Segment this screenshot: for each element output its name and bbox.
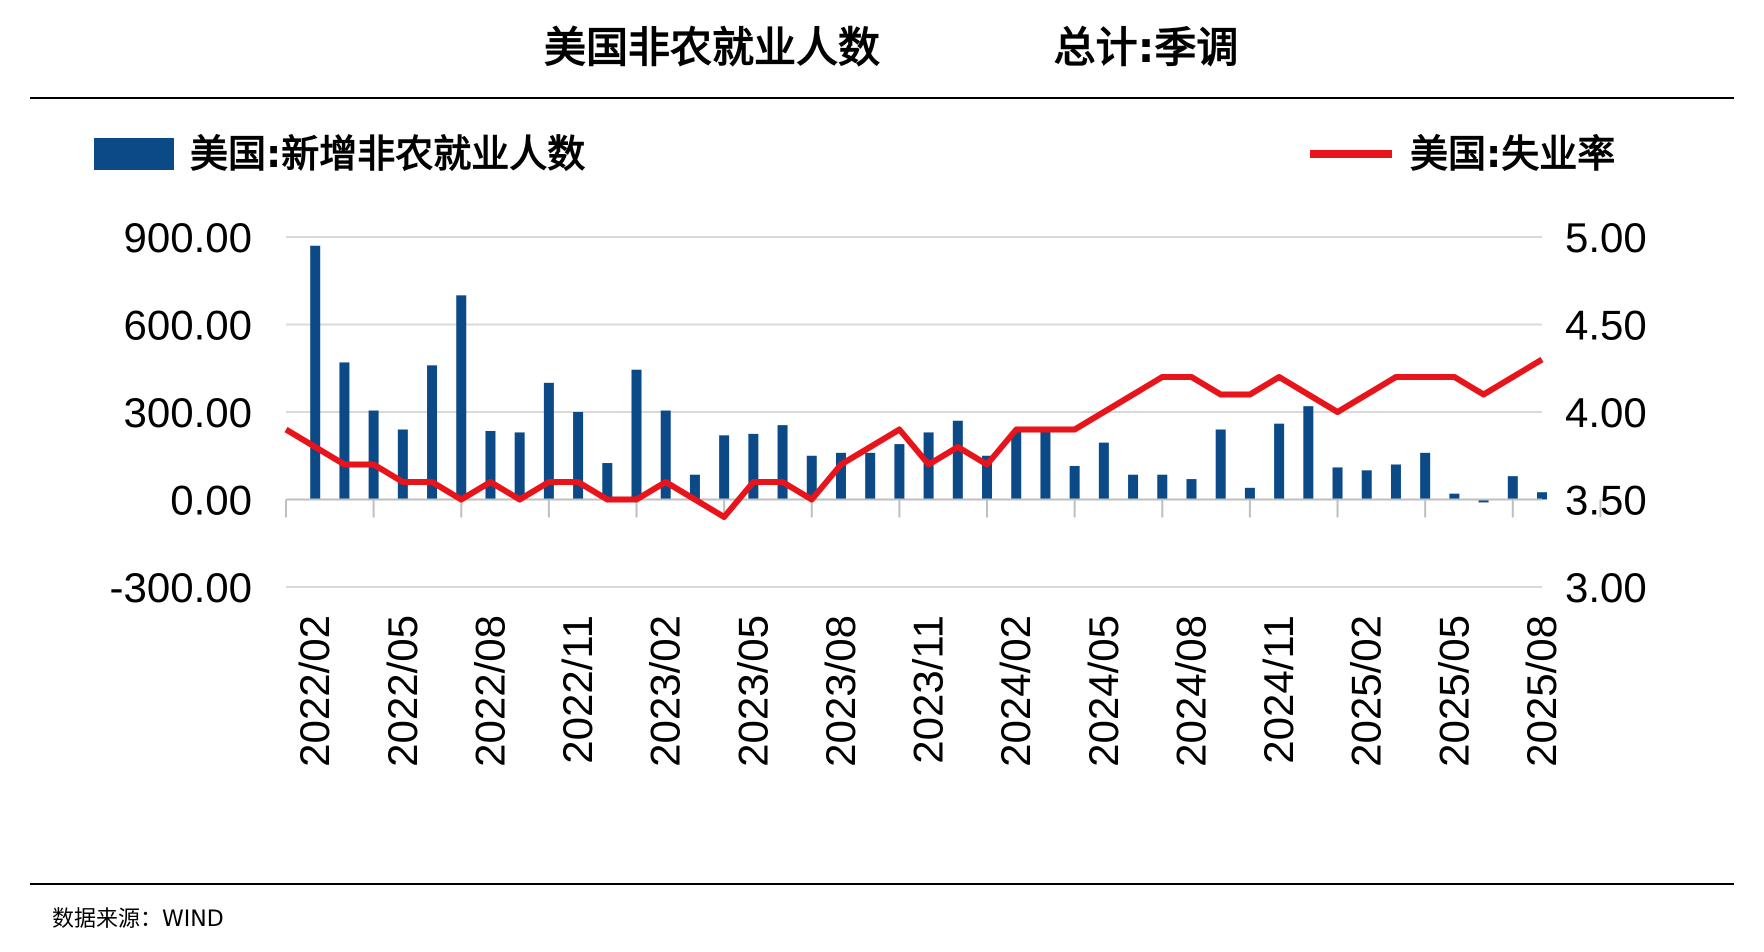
bar-2025/04 <box>1420 452 1431 500</box>
y-right-tick-label: 4.50 <box>1565 302 1647 349</box>
bar-2024/10 <box>1244 487 1255 500</box>
x-tick-label-2025/08: 2025/08 <box>1518 615 1565 767</box>
bar-2023/05 <box>748 433 759 500</box>
x-tick-label-2024/05: 2024/05 <box>1080 615 1127 767</box>
bar-series <box>310 245 1547 503</box>
bar-2025/01 <box>1332 467 1343 500</box>
x-tick-label-2023/05: 2023/05 <box>729 615 776 767</box>
y-left-tick-label: 300.00 <box>124 389 252 436</box>
bar-2025/02 <box>1361 470 1372 500</box>
bar-2024/02 <box>1011 432 1022 500</box>
bar-2023/03 <box>689 474 700 500</box>
x-tick-label-2023/02: 2023/02 <box>642 615 689 767</box>
x-tick-label-2025/02: 2025/02 <box>1343 615 1390 767</box>
bar-2023/08 <box>835 452 846 500</box>
x-tick-label-2022/08: 2022/08 <box>466 615 513 767</box>
bar-2022/11 <box>573 412 584 500</box>
legend-bar-label: 美国:新增非农就业人数 <box>190 132 585 176</box>
y-right-tick-label: 3.00 <box>1565 564 1647 611</box>
y-right-tick-label: 4.00 <box>1565 389 1647 436</box>
bar-2025/07 <box>1507 476 1518 500</box>
x-tick-label-2022/02: 2022/02 <box>291 615 338 767</box>
bar-2022/12 <box>602 463 613 500</box>
bar-2022/09 <box>514 432 525 500</box>
y-axis-right: 5.00 4.50 4.00 3.50 3.00 <box>1565 214 1647 611</box>
bar-2025/06 <box>1478 499 1489 503</box>
unemployment-line <box>284 356 1544 520</box>
x-tick-label-2024/11: 2024/11 <box>1255 615 1302 764</box>
legend-line-label: 美国:失业率 <box>1410 132 1615 176</box>
y-left-tick-label: -300.00 <box>110 564 252 611</box>
x-axis <box>285 498 1602 518</box>
bar-2024/03 <box>1040 429 1051 500</box>
source-note: 数据来源：WIND <box>52 907 224 932</box>
bar-2023/10 <box>894 444 905 500</box>
bar-2022/02 <box>310 245 321 500</box>
bar-2025/05 <box>1449 493 1460 500</box>
line-series <box>284 356 1544 520</box>
bar-2025/08 <box>1537 492 1547 500</box>
y-right-tick-label: 5.00 <box>1565 214 1647 261</box>
bar-2022/06 <box>427 365 438 500</box>
x-tick-label-2025/05: 2025/05 <box>1430 615 1477 767</box>
bar-2024/05 <box>1098 442 1109 500</box>
bar-2022/03 <box>339 362 350 500</box>
x-tick-label-2022/11: 2022/11 <box>554 615 601 764</box>
bar-2024/07 <box>1157 474 1168 500</box>
y-axis-left: 900.00 600.00 300.00 0.00 -300.00 <box>110 214 252 611</box>
bar-2024/06 <box>1128 474 1139 500</box>
legend-bar-swatch <box>94 138 174 170</box>
bar-2022/05 <box>397 429 408 500</box>
bar-2023/09 <box>865 452 876 500</box>
bar-2022/04 <box>368 410 379 500</box>
bar-2023/04 <box>719 435 730 500</box>
x-tick-label-2024/02: 2024/02 <box>992 615 1039 767</box>
x-tick-label-2023/08: 2023/08 <box>817 615 864 767</box>
x-tick-label-2023/11: 2023/11 <box>905 615 952 764</box>
bar-2023/01 <box>631 369 642 500</box>
chart-subtitle: 总计:季调 <box>1054 23 1239 72</box>
bar-2024/01 <box>982 455 993 500</box>
x-tick-labels: 2022/02 2022/05 2022/08 2022/11 2023/02 2023/… <box>291 615 1565 767</box>
bar-2024/08 <box>1186 479 1197 500</box>
y-left-tick-label: 600.00 <box>124 302 252 349</box>
bar-2022/07 <box>456 295 467 500</box>
x-tick-label-2024/08: 2024/08 <box>1167 615 1214 767</box>
y-left-tick-label: 900.00 <box>124 214 252 261</box>
bar-2022/10 <box>543 382 554 500</box>
bar-2023/12 <box>952 420 963 500</box>
grid-layer <box>286 236 1542 588</box>
y-right-tick-label: 3.50 <box>1565 477 1647 524</box>
bar-2024/04 <box>1069 465 1080 500</box>
bar-2024/11 <box>1274 423 1285 500</box>
bar-2024/12 <box>1303 406 1314 500</box>
bar-2024/09 <box>1215 429 1226 500</box>
bar-2023/07 <box>806 455 817 500</box>
y-left-tick-label: 0.00 <box>170 477 252 524</box>
bar-2023/02 <box>660 410 671 500</box>
bar-2023/06 <box>777 425 788 500</box>
bar-2025/03 <box>1390 464 1401 500</box>
x-tick-label-2022/05: 2022/05 <box>379 615 426 767</box>
bar-2022/08 <box>485 430 496 500</box>
chart-title: 美国非农就业人数 <box>544 23 880 72</box>
